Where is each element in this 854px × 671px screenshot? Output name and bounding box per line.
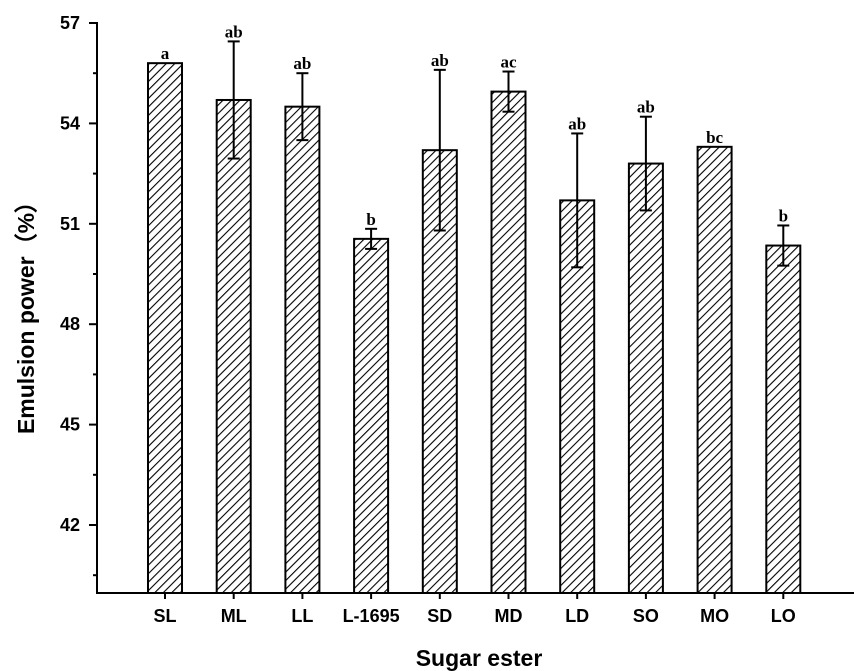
x-tick-label: LO: [771, 606, 796, 626]
bar-md: [492, 92, 526, 593]
significance-label: b: [366, 210, 375, 229]
bar-lo: [766, 246, 800, 593]
significance-label: ab: [637, 98, 655, 117]
x-tick-label: SL: [153, 606, 176, 626]
significance-label: a: [161, 44, 170, 63]
x-tick-label: SO: [633, 606, 659, 626]
significance-label: ab: [293, 54, 311, 73]
x-ticks-layer: SL ML LL L-1695 SD MD LD SO MO LO: [153, 593, 795, 626]
x-tick-label: ML: [221, 606, 247, 626]
y-tick-label: 51: [60, 214, 80, 234]
y-tick-label: 54: [60, 113, 80, 133]
y-ticks-layer: 42 45 48 51 54 57: [60, 13, 97, 575]
bar-sl: [148, 63, 182, 593]
significance-label: b: [779, 206, 788, 225]
y-axis-title: Emulsion power（%）: [13, 190, 39, 434]
bar-mo: [698, 147, 732, 593]
axes-layer: [96, 22, 854, 593]
bar-ll: [285, 107, 319, 593]
significance-label: ab: [225, 22, 243, 41]
y-tick-label: 42: [60, 515, 80, 535]
x-tick-label: SD: [427, 606, 452, 626]
x-tick-label: MO: [700, 606, 729, 626]
bar-ml: [217, 100, 251, 593]
x-tick-label: MD: [495, 606, 523, 626]
x-tick-label: L-1695: [343, 606, 400, 626]
significance-label: bc: [706, 128, 723, 147]
significance-label: ab: [431, 51, 449, 70]
bar-l-1695: [354, 239, 388, 593]
bar-so: [629, 164, 663, 593]
y-tick-label: 48: [60, 314, 80, 334]
x-tick-label: LD: [565, 606, 589, 626]
significance-label: ab: [568, 114, 586, 133]
bars-layer: a ab ab b ab ac ab ab bc b: [148, 22, 800, 593]
y-tick-label: 45: [60, 415, 80, 435]
x-tick-label: LL: [291, 606, 313, 626]
x-axis-title: Sugar ester: [416, 645, 543, 671]
significance-label: ac: [500, 53, 517, 72]
y-tick-label: 57: [60, 13, 80, 33]
